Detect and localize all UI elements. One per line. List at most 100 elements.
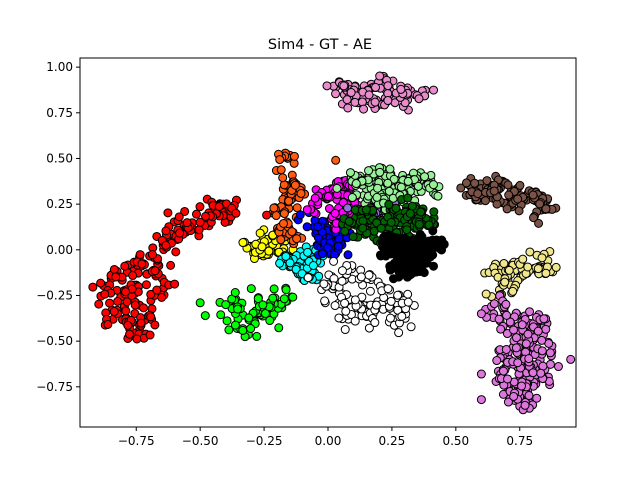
- scatter-point-cluster-0: [120, 261, 130, 271]
- scatter-point-cluster-0: [161, 226, 171, 236]
- scatter-point-cluster-2: [264, 246, 274, 256]
- scatter-point-cluster-10: [416, 244, 426, 254]
- scatter-point-cluster-10: [417, 264, 427, 274]
- scatter-point-cluster-0: [150, 266, 160, 276]
- scatter-point-cluster-0: [150, 320, 160, 330]
- scatter-point-cluster-14: [500, 277, 510, 287]
- scatter-point-cluster-8: [345, 168, 355, 178]
- scatter-point-cluster-4: [281, 251, 291, 261]
- scatter-point-cluster-14: [541, 268, 551, 278]
- scatter-point-cluster-15: [553, 362, 563, 372]
- scatter-point-cluster-15: [524, 391, 534, 401]
- scatter-point-cluster-0: [100, 289, 110, 299]
- scatter-point-cluster-12: [350, 97, 360, 107]
- scatter-point-cluster-11: [356, 272, 366, 282]
- scatter-point-cluster-14: [481, 289, 491, 299]
- scatter-point-cluster-8: [413, 181, 423, 191]
- scatter-point-cluster-0: [111, 272, 121, 282]
- scatter-point-cluster-11: [350, 295, 360, 305]
- scatter-point-cluster-5: [333, 241, 343, 251]
- scatter-point-cluster-15: [545, 348, 555, 358]
- x-tick-label: −0.75: [118, 434, 155, 448]
- scatter-point-cluster-1: [238, 325, 248, 335]
- scatter-point-cluster-0: [130, 300, 140, 310]
- scatter-point-cluster-13: [528, 190, 538, 200]
- scatter-point-cluster-13: [489, 186, 499, 196]
- scatter-point-cluster-0: [214, 202, 224, 212]
- y-tick-label: 1.00: [46, 60, 73, 74]
- scatter-point-cluster-0: [161, 240, 171, 250]
- y-tick-label: −0.75: [36, 380, 73, 394]
- scatter-point-cluster-3: [284, 196, 294, 206]
- scatter-point-cluster-15: [511, 343, 521, 353]
- scatter-point-cluster-6: [330, 208, 340, 218]
- x-tick-label: 0.00: [315, 434, 342, 448]
- scatter-point-cluster-15: [501, 299, 511, 309]
- scatter-point-cluster-4: [303, 247, 313, 257]
- y-tick-label: 0.00: [46, 243, 73, 257]
- scatter-point-cluster-15: [536, 368, 546, 378]
- scatter-point-cluster-0: [201, 211, 211, 221]
- scatter-point-cluster-14: [499, 258, 509, 268]
- scatter-point-cluster-12: [383, 81, 393, 91]
- scatter-point-cluster-15: [509, 391, 519, 401]
- scatter-point-cluster-13: [535, 199, 545, 209]
- scatter-point-cluster-15: [521, 339, 531, 349]
- scatter-point-cluster-4: [285, 258, 295, 268]
- scatter-point-cluster-10: [380, 243, 390, 253]
- scatter-point-cluster-0: [109, 307, 119, 317]
- scatter-point-cluster-11: [365, 286, 375, 296]
- scatter-point-cluster-12: [364, 90, 374, 100]
- scatter-point-cluster-13: [503, 180, 513, 190]
- scatter-point-cluster-8: [403, 176, 413, 186]
- scatter-point-cluster-15: [494, 314, 504, 324]
- scatter-point-cluster-0: [163, 208, 173, 218]
- scatter-point-cluster-10: [389, 274, 399, 284]
- scatter-point-cluster-9: [416, 207, 426, 217]
- scatter-point-cluster-0: [137, 259, 147, 269]
- scatter-point-cluster-1: [230, 320, 240, 330]
- x-tick-label: 0.75: [506, 434, 533, 448]
- scatter-point-cluster-11: [320, 296, 330, 306]
- scatter-point-cluster-0: [170, 279, 180, 289]
- scatter-point-cluster-15: [511, 333, 521, 343]
- scatter-point-cluster-5: [302, 222, 312, 232]
- scatter-point-cluster-0: [194, 225, 204, 235]
- scatter-point-cluster-1: [258, 300, 268, 310]
- scatter-point-cluster-0: [121, 287, 131, 297]
- scatter-point-cluster-10: [431, 237, 441, 247]
- scatter-point-cluster-12: [343, 103, 353, 113]
- scatter-point-extra: [231, 208, 241, 218]
- scatter-point-cluster-11: [364, 323, 374, 333]
- scatter-point-cluster-8: [372, 192, 382, 202]
- scatter-point-cluster-13: [482, 176, 492, 186]
- scatter-point-cluster-1: [222, 316, 232, 326]
- scatter-point-cluster-14: [508, 286, 518, 296]
- scatter-point-cluster-8: [373, 183, 383, 193]
- scatter-point-cluster-4: [275, 258, 285, 268]
- scatter-point-cluster-1: [246, 284, 256, 294]
- scatter-point-cluster-11: [329, 256, 339, 266]
- scatter-point-cluster-13: [534, 218, 544, 228]
- scatter-point-cluster-1: [246, 324, 256, 334]
- scatter-point-cluster-15: [533, 326, 543, 336]
- scatter-point-cluster-13: [515, 180, 525, 190]
- scatter-point-cluster-8: [332, 183, 342, 193]
- scatter-point-cluster-3: [278, 173, 288, 183]
- scatter-point-cluster-15: [509, 325, 519, 335]
- scatter-point-cluster-10: [387, 234, 397, 244]
- scatter-point-cluster-11: [334, 313, 344, 323]
- scatter-point-cluster-3: [279, 209, 289, 219]
- scatter-point-cluster-12: [371, 82, 381, 92]
- scatter-point-cluster-6: [324, 204, 334, 214]
- scatter-point-cluster-11: [364, 270, 374, 280]
- scatter-point-cluster-11: [406, 322, 416, 332]
- scatter-point-cluster-0: [121, 306, 131, 316]
- scatter-point-cluster-0: [88, 282, 98, 292]
- scatter-point-cluster-10: [439, 239, 449, 249]
- scatter-point-cluster-14: [533, 264, 543, 274]
- scatter-point-cluster-10: [403, 244, 413, 254]
- scatter-point-cluster-13: [502, 204, 512, 214]
- scatter-point-cluster-14: [504, 265, 514, 275]
- scatter-point-cluster-8: [428, 180, 438, 190]
